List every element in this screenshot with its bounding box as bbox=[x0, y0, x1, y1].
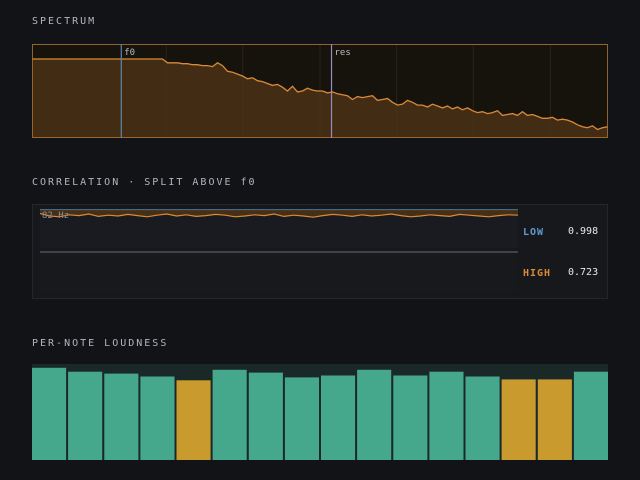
correlation-high-band bbox=[40, 253, 518, 291]
loudness-bar-11[interactable] bbox=[393, 375, 428, 461]
loudness-graph bbox=[32, 367, 608, 461]
loudness-panel[interactable] bbox=[32, 364, 608, 460]
loudness-bar-12[interactable] bbox=[429, 371, 464, 460]
loudness-bar-8[interactable] bbox=[284, 377, 319, 460]
loudness-bar-3[interactable] bbox=[104, 373, 139, 460]
spectrum-graph: f0 res bbox=[32, 44, 608, 138]
correlation-graph bbox=[39, 209, 519, 291]
correlation-panel[interactable]: 82 Hz LOW 0.998 HIGH 0.723 bbox=[32, 204, 608, 299]
loudness-bar-6[interactable] bbox=[212, 369, 247, 460]
spectrum-panel[interactable]: f0 res bbox=[32, 44, 608, 138]
loudness-bar-1[interactable] bbox=[32, 367, 67, 460]
spectrum-marker-label: res bbox=[335, 48, 351, 58]
spectrum-fill bbox=[32, 59, 608, 138]
correlation-title: CORRELATION · SPLIT ABOVE f0 bbox=[32, 177, 257, 188]
loudness-bar-9[interactable] bbox=[321, 375, 356, 461]
loudness-bar-10[interactable] bbox=[357, 369, 392, 460]
loudness-bar-16[interactable] bbox=[573, 371, 608, 460]
high-band-label: HIGH bbox=[523, 268, 552, 279]
spectrum-title: SPECTRUM bbox=[32, 16, 97, 27]
correlation-fill bbox=[40, 210, 518, 218]
loudness-title: PER-NOTE LOUDNESS bbox=[32, 338, 169, 349]
loudness-bar-2[interactable] bbox=[68, 371, 103, 460]
spectrum-line bbox=[32, 58, 608, 131]
loudness-bar-15[interactable] bbox=[537, 379, 572, 460]
low-band-label: LOW bbox=[523, 227, 545, 238]
loudness-bar-14[interactable] bbox=[501, 379, 536, 460]
loudness-bar-5[interactable] bbox=[176, 380, 211, 460]
spectrum-border bbox=[32, 44, 608, 138]
loudness-bar-13[interactable] bbox=[465, 376, 500, 461]
frequency-label: 82 Hz bbox=[42, 211, 70, 221]
correlation-trace bbox=[39, 213, 519, 218]
loudness-bar-7[interactable] bbox=[248, 372, 283, 460]
high-correlation-value: 0.723 bbox=[568, 267, 599, 278]
spectrum-marker-label: f0 bbox=[124, 48, 135, 58]
loudness-bar-4[interactable] bbox=[140, 376, 175, 461]
low-correlation-value: 0.998 bbox=[568, 226, 599, 237]
